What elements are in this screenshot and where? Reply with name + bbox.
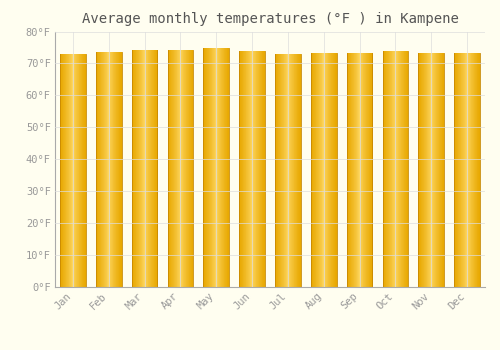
Title: Average monthly temperatures (°F ) in Kampene: Average monthly temperatures (°F ) in Ka…: [82, 12, 458, 26]
